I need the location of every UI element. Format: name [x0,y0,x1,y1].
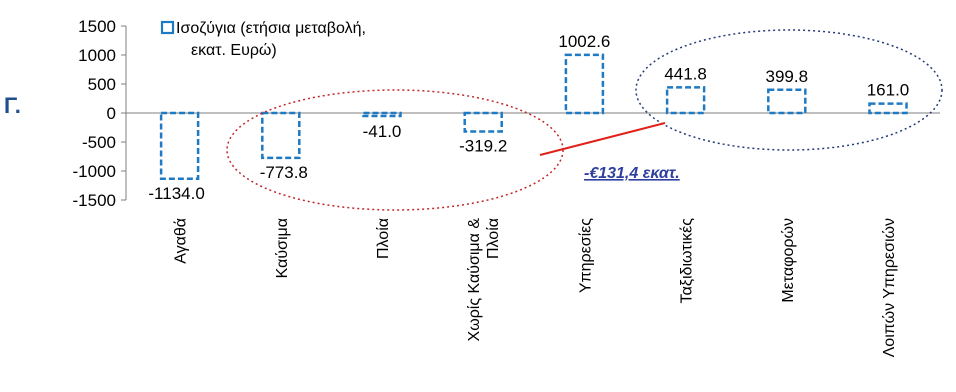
category-label: Ταξιδιωτικές [679,218,696,304]
category-label-line: Πλοία [485,218,502,259]
y-tick-label: 500 [88,75,116,94]
bar [868,102,908,115]
legend-swatch [160,20,175,35]
y-tick-label: 1000 [78,46,116,65]
right-ellipse-highlight [635,29,943,151]
category-label-line: Αγαθά [173,218,190,264]
data-label: -1134.0 [148,184,204,203]
left-ellipse-highlight [226,89,564,211]
category-label-line: Ταξιδιωτικές [679,218,696,304]
bar [564,53,605,115]
data-label: -319.2 [459,137,507,156]
y-tick-label: -1500 [73,191,116,210]
connector-line [539,122,666,156]
y-axis: 1500 1000 500 0 -500 -1000 -1500 [73,17,127,210]
data-label: -773.8 [260,163,308,182]
bars [159,53,908,181]
y-tick-label: 1500 [78,17,116,36]
data-label: -41.0 [363,122,402,141]
bar [159,111,200,181]
data-label: 161.0 [867,81,910,100]
data-label: 441.8 [664,64,707,83]
bar [767,88,807,115]
y-tick-label: 0 [107,104,116,123]
legend-text-line1: Ισοζύγια (ετήσια μεταβολή, [176,20,366,37]
category-label-line: Λοιπών Υπηρεσιών [881,218,898,357]
category-label: Λοιπών Υπηρεσιών [881,218,898,357]
category-label-line: Μεταφορών [780,218,797,303]
category-label: Χωρίς Καύσιμα & Πλοία [466,218,502,342]
data-label: 1002.6 [558,32,610,51]
category-label-line: Πλοία [375,218,392,259]
bar [362,111,402,118]
category-label: Πλοία [375,218,392,259]
annotation-text: -€131,4 εκατ. [584,165,680,182]
category-label-line: Καύσιμα [274,218,291,278]
category-label-line: Χωρίς Καύσιμα & [466,218,483,342]
y-tick-label: -500 [82,133,116,152]
category-label: Αγαθά [173,218,190,264]
bar [463,111,503,133]
legend-text-line2: εκατ. Ευρώ) [191,42,277,59]
bar [665,86,706,115]
category-labels: Αγαθά Καύσιμα Πλοία Χωρίς Καύσιμα & Πλοία Υπη… [173,218,898,358]
bar [261,111,301,160]
data-label: 399.8 [766,67,809,86]
category-label: Καύσιμα [274,218,291,278]
category-label-line: Υπηρεσίες [577,218,594,293]
y-tick-label: -1000 [73,162,116,181]
category-label: Υπηρεσίες [577,218,594,293]
data-labels: -1134.0 -773.8 -41.0 -319.2 1002.6 441.8 399.8… [148,32,909,203]
category-label: Μεταφορών [780,218,797,303]
legend: Ισοζύγια (ετήσια μεταβολή, εκατ. Ευρώ) [160,20,366,59]
panel-label: Γ. [4,93,21,118]
